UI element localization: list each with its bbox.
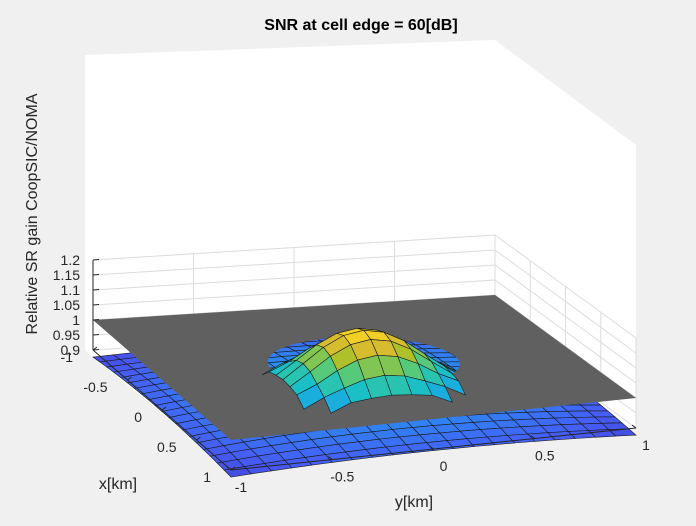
z-tick-mark <box>92 259 100 261</box>
z-tick-mark <box>92 289 100 291</box>
z-tick-mark <box>92 334 100 336</box>
x-axis-label: x[km] <box>99 476 137 493</box>
surface-mesh <box>92 295 637 478</box>
x-tick-label: -1 <box>61 349 74 365</box>
x-tick-mark <box>230 466 236 471</box>
x-tick-label: 1 <box>203 469 211 485</box>
x-tick-label: 0.5 <box>157 439 177 455</box>
z-tick-mark <box>92 274 100 276</box>
y-tick-mark <box>327 456 333 460</box>
surface-patch <box>296 383 325 410</box>
y-tick-mark <box>226 466 232 471</box>
y-tick-label: -0.5 <box>330 469 354 485</box>
x-tick-mark <box>161 406 167 411</box>
z-tick-label: 1.05 <box>53 297 80 313</box>
y-tick-mark <box>631 424 637 429</box>
z-tick-mark <box>92 349 100 351</box>
reference-plane <box>93 295 636 440</box>
z-tick-mark <box>92 304 100 306</box>
x-tick-mark <box>127 376 132 381</box>
z-tick-label: 0.95 <box>53 327 80 343</box>
x-tick-mark <box>92 346 98 351</box>
y-axis-label: y[km] <box>395 494 433 511</box>
chart-title: SNR at cell edge = 60[dB] <box>264 17 457 34</box>
z-tick-label: 1.2 <box>61 252 81 268</box>
x-tick-mark <box>196 436 201 441</box>
z-tick-label: 1.1 <box>61 282 81 298</box>
y-tick-label: 1 <box>642 437 650 453</box>
z-tick-label: 0.9 <box>61 342 81 358</box>
surface-patch <box>323 387 352 414</box>
y-tick-mark <box>530 435 536 439</box>
x-tick-label: 0 <box>134 409 142 425</box>
y-tick-label: 0 <box>440 458 448 474</box>
z-tick-label: 1.15 <box>53 267 80 283</box>
z-axis-label: Relative SR gain CoopSIC/NOMA <box>24 93 41 334</box>
z-tick-label: 1 <box>72 312 80 328</box>
y-tick-mark <box>429 445 434 450</box>
tick-labels: 0.90.9511.051.11.151.2-1-0.500.51-1-0.50… <box>53 252 650 495</box>
z-tick-mark <box>92 319 100 321</box>
y-tick-label: -1 <box>235 479 248 495</box>
surface-patch <box>223 466 252 478</box>
y-tick-label: 0.5 <box>535 448 555 464</box>
x-tick-label: -0.5 <box>83 379 107 395</box>
